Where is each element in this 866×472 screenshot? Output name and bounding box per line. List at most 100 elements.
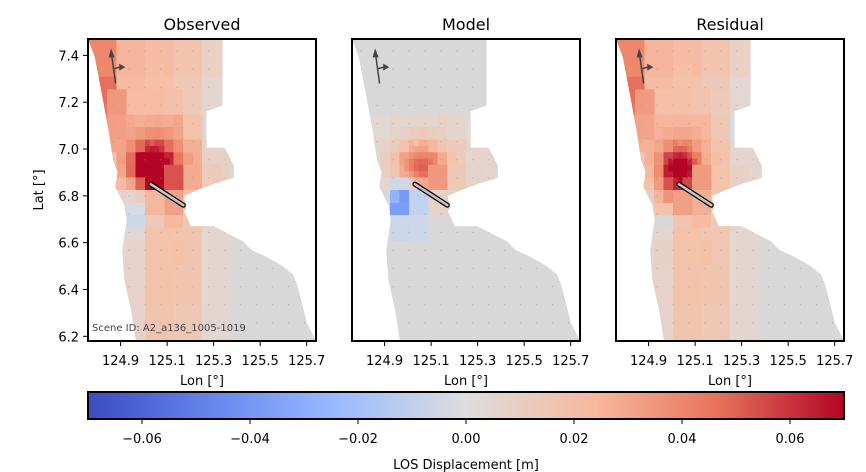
sample-point <box>376 177 378 179</box>
sample-point <box>392 322 394 324</box>
data-cell <box>730 39 759 78</box>
sample-point <box>192 249 194 252</box>
data-cell <box>701 139 712 153</box>
colorbar-tick-label: 0.00 <box>452 432 481 447</box>
sample-point <box>720 104 722 107</box>
sample-point <box>424 231 426 233</box>
sample-point <box>144 322 146 324</box>
sample-point <box>736 195 738 197</box>
sample-point <box>815 140 818 143</box>
data-cell <box>635 114 655 141</box>
sample-point <box>287 50 290 52</box>
panel-observed: Observed 124.9 125.1 125.3 125.5 125.7 6.26.… <box>32 15 325 389</box>
sample-point <box>752 322 754 324</box>
sample-point <box>752 249 754 252</box>
y-tick-label: 6.8 <box>58 190 79 205</box>
data-cell <box>677 145 683 153</box>
data-cell <box>418 114 429 128</box>
sample-point <box>784 177 786 179</box>
sample-point <box>128 177 130 179</box>
sample-point <box>360 195 362 197</box>
sample-point <box>688 195 690 197</box>
sample-point <box>271 231 274 233</box>
y-tick-label: 7.0 <box>58 143 79 158</box>
sample-point <box>624 267 626 270</box>
sample-point <box>440 159 442 161</box>
data-cell <box>164 164 184 191</box>
sample-point <box>472 304 474 306</box>
data-cell <box>145 114 155 128</box>
sample-point <box>176 122 178 125</box>
sample-point <box>112 285 114 288</box>
sample-point <box>271 50 274 52</box>
sample-point <box>624 195 626 197</box>
sample-point <box>736 177 738 179</box>
sample-point <box>176 322 178 324</box>
sample-point <box>176 140 178 143</box>
data-cell <box>673 171 679 178</box>
data-cell <box>711 190 731 216</box>
sample-point <box>688 304 690 306</box>
sample-point <box>408 304 410 306</box>
sample-point <box>192 122 194 125</box>
sample-point <box>799 322 802 324</box>
sample-point <box>768 86 770 89</box>
sample-point <box>440 322 442 324</box>
sample-point <box>535 140 538 143</box>
data-cell <box>466 190 486 216</box>
sample-point <box>784 68 786 70</box>
sample-point <box>392 68 394 70</box>
sample-point <box>208 50 210 52</box>
sample-point <box>815 285 818 288</box>
sample-point <box>551 86 554 89</box>
sample-point <box>271 122 274 125</box>
sample-point <box>624 304 626 306</box>
x-axis-label-observed: Lon [°] <box>180 374 224 389</box>
data-cell <box>404 158 410 166</box>
sample-point <box>224 122 226 125</box>
sample-point <box>224 213 226 215</box>
data-cell <box>437 152 448 166</box>
sample-point <box>736 322 738 324</box>
data-cell <box>682 145 688 153</box>
x-tick-label: 125.3 <box>459 354 496 369</box>
sample-point <box>535 122 538 125</box>
sample-point <box>624 159 626 161</box>
sample-point <box>567 231 570 233</box>
colorbar-ticks: −0.06 −0.04 −0.02 0.00 0.02 0.04 0.06 <box>122 419 804 447</box>
sample-point <box>640 195 642 197</box>
sample-point <box>360 86 362 89</box>
sample-point <box>551 249 554 252</box>
sample-point <box>408 285 410 288</box>
sample-point <box>160 68 162 70</box>
y-tick-label: 6.2 <box>58 330 79 345</box>
sample-point <box>488 159 490 161</box>
data-cell <box>202 265 231 304</box>
sample-point <box>128 86 130 89</box>
sample-point <box>128 104 130 107</box>
sample-point <box>736 86 738 89</box>
data-cell <box>159 145 165 153</box>
data-cell <box>183 190 203 216</box>
sample-point <box>535 322 538 324</box>
data-cell <box>663 114 674 128</box>
data-cell <box>654 139 664 153</box>
sample-point <box>831 304 834 306</box>
data-cell <box>183 114 203 141</box>
sample-point <box>176 231 178 233</box>
sample-point <box>551 140 554 143</box>
sample-point <box>504 322 506 324</box>
sample-point <box>535 304 538 306</box>
sample-point <box>392 159 394 161</box>
data-cell <box>230 39 260 78</box>
sample-point <box>96 177 98 179</box>
data-cell <box>149 158 155 166</box>
sample-point <box>784 304 786 306</box>
sample-point <box>360 322 362 324</box>
sample-point <box>224 50 226 52</box>
sample-point <box>520 68 522 70</box>
sample-point <box>224 304 226 306</box>
sample-point <box>408 177 410 179</box>
sample-point <box>96 304 98 306</box>
sample-point <box>672 50 674 52</box>
